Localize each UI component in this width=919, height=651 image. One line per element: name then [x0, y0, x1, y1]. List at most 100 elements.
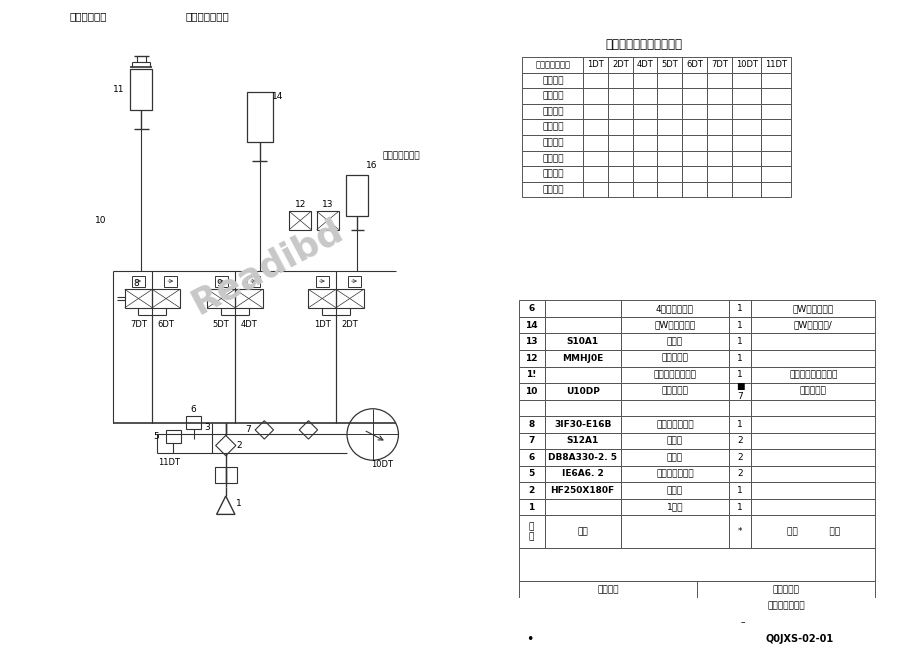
Bar	[607, 166, 632, 182]
Bar	[732, 88, 760, 104]
Text: 曹部何附址缸: 曹部何附址缸	[69, 12, 107, 21]
Bar	[544, 400, 620, 416]
Text: 放松工作: 放松工作	[541, 139, 563, 147]
Text: 16: 16	[366, 161, 377, 170]
Bar	[632, 182, 657, 197]
Bar	[732, 166, 760, 182]
Text: 先导刊: 先导刊	[666, 453, 682, 462]
Text: 13: 13	[525, 337, 538, 346]
Text: *: *	[737, 527, 742, 536]
Bar	[751, 300, 874, 317]
Text: 手臂伸缩液压缸: 手臂伸缩液压缸	[535, 61, 570, 69]
Text: 4臂伸缩气压缸: 4臂伸缩气压缸	[655, 304, 693, 313]
Bar	[682, 135, 707, 150]
Text: 11DT: 11DT	[158, 458, 179, 467]
Bar	[707, 104, 732, 119]
Text: 大臂下降: 大臂下降	[541, 185, 563, 194]
Bar	[707, 182, 732, 197]
Bar	[751, 367, 874, 383]
Text: S12A1: S12A1	[566, 436, 598, 445]
Text: U10DP: U10DP	[565, 387, 599, 396]
Text: HF250X180F: HF250X180F	[550, 486, 614, 495]
Text: 1: 1	[736, 337, 743, 346]
Text: Readibd: Readibd	[186, 212, 348, 320]
Bar	[620, 416, 729, 433]
Bar	[522, 182, 583, 197]
Text: 10DT: 10DT	[370, 460, 392, 469]
Bar	[518, 648, 874, 651]
Text: 手W升降气压缸: 手W升降气压缸	[653, 321, 695, 329]
Bar	[518, 449, 544, 465]
Bar	[518, 433, 544, 449]
Bar	[729, 317, 751, 333]
Bar	[760, 88, 789, 104]
Bar	[751, 383, 874, 400]
Bar	[518, 482, 544, 499]
Text: 11DT: 11DT	[765, 61, 786, 69]
Bar	[518, 383, 544, 400]
Text: 2: 2	[736, 469, 743, 478]
Bar	[544, 383, 620, 400]
Bar	[620, 482, 729, 499]
Bar	[682, 57, 707, 72]
Bar	[522, 135, 583, 150]
Text: 7: 7	[244, 425, 250, 434]
Text: 讲滤限: 讲滤限	[666, 486, 682, 495]
Bar	[583, 88, 607, 104]
Bar	[657, 88, 682, 104]
Bar	[707, 166, 732, 182]
Bar	[751, 317, 874, 333]
Text: 5DT: 5DT	[661, 61, 677, 69]
Bar	[607, 119, 632, 135]
Bar	[751, 416, 874, 433]
Bar	[607, 88, 632, 104]
Bar	[518, 400, 544, 416]
Text: 6DT: 6DT	[157, 320, 175, 329]
Text: 吸持工作: 吸持工作	[541, 76, 563, 85]
Bar	[544, 367, 620, 383]
Bar	[347, 275, 360, 286]
Text: 7: 7	[528, 436, 534, 445]
Bar	[751, 465, 874, 482]
Bar	[522, 57, 583, 72]
Text: 手W升降气压/: 手W升降气压/	[793, 321, 832, 329]
Bar	[544, 416, 620, 433]
Text: 10: 10	[525, 387, 538, 396]
Text: S10A1: S10A1	[566, 337, 598, 346]
Text: 1: 1	[736, 420, 743, 429]
Text: 1: 1	[736, 321, 743, 329]
Bar	[682, 150, 707, 166]
Text: 6DT: 6DT	[686, 61, 702, 69]
Bar	[682, 72, 707, 88]
Text: 大臂回转: 大臂回转	[541, 107, 563, 116]
Text: 1: 1	[736, 353, 743, 363]
Bar	[607, 104, 632, 119]
Bar	[583, 182, 607, 197]
Bar	[620, 367, 729, 383]
Text: 双叶片式摆动气压缸: 双叶片式摆动气压缸	[789, 370, 836, 380]
Bar	[760, 104, 789, 119]
Text: ）四通电磁换向: ）四通电磁换向	[655, 420, 693, 429]
Text: 1: 1	[528, 503, 534, 512]
Text: 4DT: 4DT	[636, 61, 652, 69]
Bar	[729, 516, 751, 548]
Text: 1DT: 1DT	[313, 320, 330, 329]
Bar	[620, 449, 729, 465]
Bar	[751, 350, 874, 367]
Bar	[207, 289, 234, 308]
Bar	[732, 150, 760, 166]
Bar	[583, 150, 607, 166]
Bar	[760, 72, 789, 88]
Bar	[632, 150, 657, 166]
Bar	[729, 300, 751, 317]
Bar	[620, 383, 729, 400]
Bar	[732, 182, 760, 197]
Bar	[522, 88, 583, 104]
Bar	[518, 317, 544, 333]
Text: 8: 8	[133, 279, 140, 288]
Text: 14: 14	[525, 321, 538, 329]
Bar	[620, 317, 729, 333]
Text: DB8A330-2. 5: DB8A330-2. 5	[548, 453, 617, 462]
Bar	[335, 289, 363, 308]
Bar	[620, 333, 729, 350]
